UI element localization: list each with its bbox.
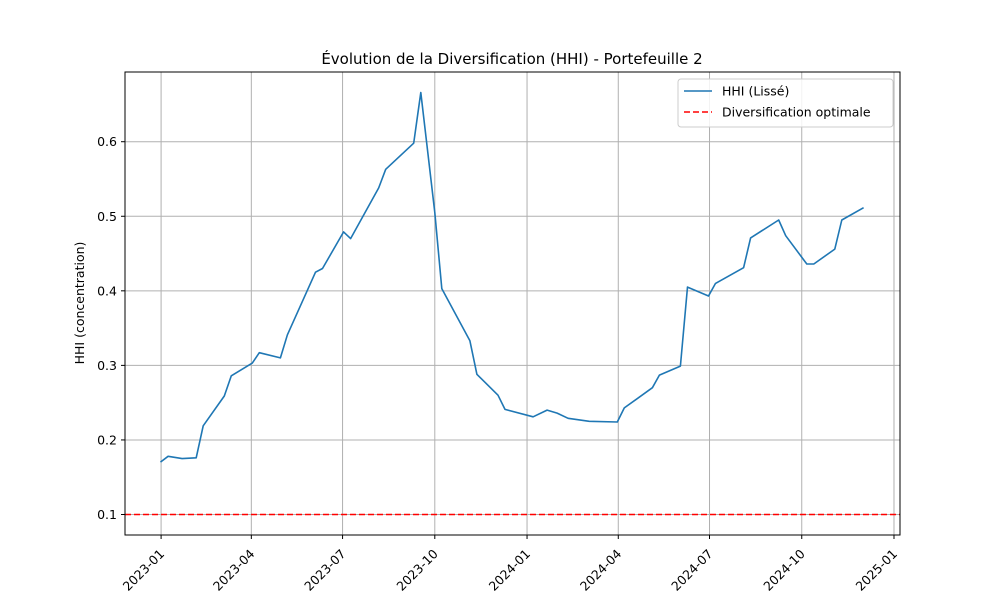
hhi-smoothed-line bbox=[159, 91, 864, 463]
legend-label-hhi: HHI (Lissé) bbox=[722, 84, 789, 99]
axis-ticks: 2023-01 2023-04 2023-07 2023-10 2024-01 2024-… bbox=[97, 134, 900, 594]
legend-label-optimal: Diversification optimale bbox=[722, 105, 871, 120]
x-tick-label: 2025-01 bbox=[853, 546, 901, 594]
x-tick-label: 2024-01 bbox=[486, 546, 534, 594]
grid-lines bbox=[125, 72, 900, 535]
x-tick-label: 2024-07 bbox=[668, 546, 716, 594]
x-tick-label: 2024-10 bbox=[760, 546, 808, 594]
plot-area-frame bbox=[124, 71, 901, 536]
legend: HHI (Lissé) Diversification optimale bbox=[677, 78, 894, 128]
series-layer bbox=[125, 91, 900, 516]
x-tick-label: 2023-10 bbox=[393, 546, 441, 594]
y-tick-label: 0.4 bbox=[97, 283, 117, 298]
legend-box bbox=[677, 78, 894, 128]
x-tick-label: 2023-01 bbox=[120, 546, 168, 594]
y-tick-label: 0.1 bbox=[97, 507, 117, 522]
y-axis-label: HHI (concentration) bbox=[72, 242, 87, 365]
y-tick-label: 0.5 bbox=[97, 209, 117, 224]
x-tick-label: 2023-04 bbox=[210, 546, 258, 594]
y-tick-label: 0.6 bbox=[97, 134, 117, 149]
y-tick-label: 0.3 bbox=[97, 358, 117, 373]
y-tick-label: 0.2 bbox=[97, 432, 117, 447]
x-tick-label: 2023-07 bbox=[301, 546, 349, 594]
chart-title: Évolution de la Diversification (HHI) - … bbox=[321, 49, 702, 68]
x-tick-label: 2024-04 bbox=[577, 546, 625, 594]
